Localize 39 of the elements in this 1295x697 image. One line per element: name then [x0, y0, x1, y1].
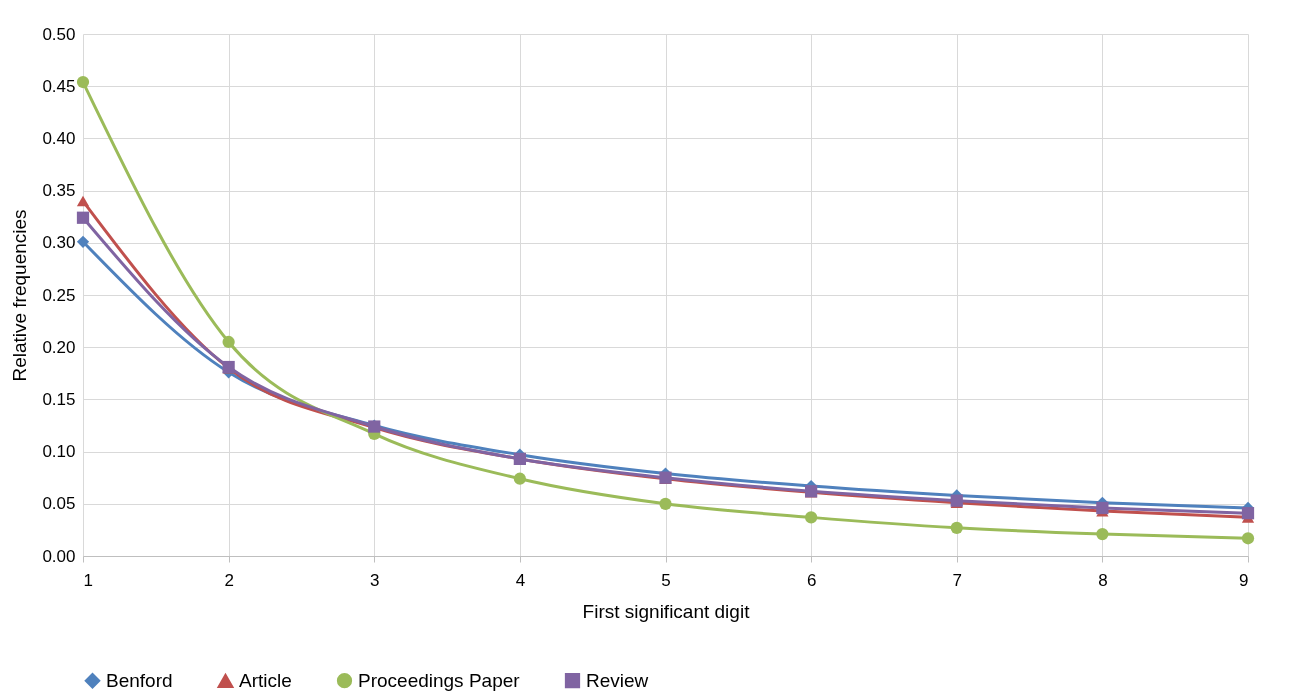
point	[1096, 527, 1109, 541]
legend-label: Benford	[106, 669, 173, 691]
x-axis-title: First significant digit	[582, 600, 751, 622]
x-tick-label: 4	[515, 570, 526, 590]
point	[76, 75, 90, 89]
x-tick-label: 3	[370, 570, 380, 590]
point	[76, 195, 90, 207]
point	[76, 211, 90, 224]
y-tick-label: 0.50	[42, 24, 76, 44]
point	[950, 521, 963, 534]
legend-label: Review	[586, 669, 649, 691]
x-tick-label: 7	[952, 570, 962, 590]
y-tick-label: 0.35	[42, 181, 76, 201]
y-tick-label: 0.30	[42, 233, 76, 253]
point	[805, 511, 818, 524]
x-tick-label: 1	[83, 570, 93, 590]
point	[659, 497, 672, 510]
y-tick-label: 0.15	[42, 389, 76, 409]
y-tick-label: 0.05	[42, 494, 76, 514]
y-tick-label: 0.45	[42, 76, 76, 96]
point	[1096, 501, 1109, 515]
y-tick-label: 0.20	[42, 337, 76, 357]
y-axis-title: Relative frequencies	[9, 209, 31, 382]
point	[222, 335, 235, 349]
legend-label: Article	[239, 670, 292, 692]
point	[1241, 507, 1255, 520]
x-tick-label: 8	[1098, 570, 1108, 590]
x-tick-label: 5	[661, 570, 671, 590]
point	[513, 472, 526, 485]
y-tick-label: 0.40	[42, 128, 76, 148]
x-tick-label: 9	[1239, 570, 1249, 590]
x-tick-label: 6	[806, 570, 817, 590]
y-tick-label: 0.10	[42, 442, 76, 462]
point	[76, 235, 90, 248]
y-tick-label: 0.25	[42, 285, 76, 305]
x-tick-label: 2	[224, 570, 234, 590]
y-tick-label: 0.00	[42, 546, 76, 566]
legend-label: Proceedings Paper	[358, 669, 521, 691]
point	[1241, 532, 1255, 545]
